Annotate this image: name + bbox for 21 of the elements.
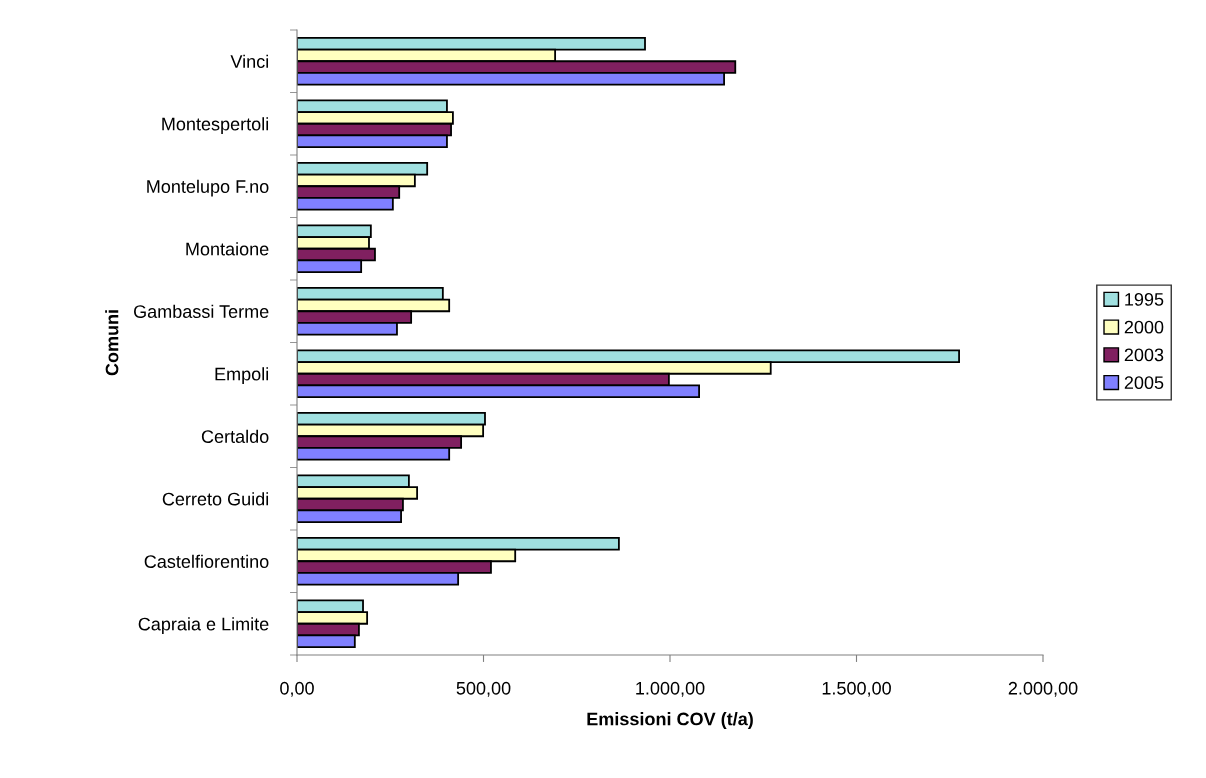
- legend-label: 2005: [1124, 376, 1164, 390]
- x-tick-label: 1.000,00: [636, 681, 705, 697]
- y-tick-label: Montelupo F.no: [147, 179, 269, 197]
- x-tick-label: 0,00: [280, 681, 314, 697]
- legend-label: 1995: [1125, 292, 1164, 306]
- x-tick-label: 500,00: [456, 681, 511, 697]
- y-tick-label: Empoli: [215, 367, 269, 385]
- legend-label: 2000: [1124, 320, 1164, 334]
- y-tick-label: Vinci: [230, 54, 269, 68]
- y-tick-label: Capraia e Limite: [138, 617, 269, 635]
- y-tick-label: Montaione: [186, 242, 269, 256]
- y-tick-label: Gambassi Terme: [134, 304, 269, 318]
- legend-label: 2003: [1124, 348, 1164, 362]
- x-axis-title: Emissioni COV (t/a): [587, 712, 753, 729]
- y-tick-label: Certaldo: [201, 429, 269, 443]
- y-tick-label: Montespertoli: [162, 117, 269, 135]
- y-axis-title: Comuni: [105, 310, 119, 376]
- y-tick-label: Cerreto Guidi: [162, 492, 269, 506]
- x-tick-label: 1.500,00: [822, 681, 891, 697]
- y-tick-label: Castelfiorentino: [144, 554, 269, 568]
- x-tick-label: 2.000,00: [1008, 681, 1078, 697]
